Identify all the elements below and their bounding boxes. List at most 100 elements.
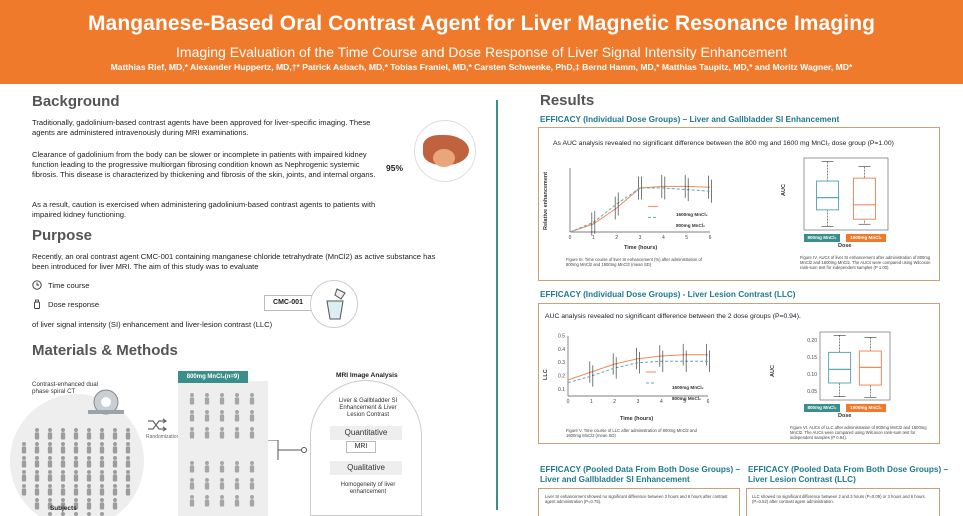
stomach-icon: [433, 149, 455, 167]
subject-person-0-head: [35, 428, 39, 432]
plot-frame: [819, 331, 891, 401]
subject-person-12-head: [74, 442, 78, 446]
subject-person-40-body: [86, 488, 92, 496]
x-tick-1: 1: [592, 235, 595, 241]
subjects-label: Subjects: [50, 505, 77, 512]
subject-person-52-head: [61, 512, 65, 516]
subject-person-18-body: [34, 460, 40, 468]
group-person-13-head: [235, 427, 239, 431]
eff3-panel: [538, 488, 740, 516]
poster-authors: Matthias Rief, MD,* Alexander Huppertz, …: [110, 62, 853, 72]
subject-person-45-body: [47, 502, 53, 510]
subject-person-48-body: [86, 502, 92, 510]
y-tick-1: 0.10: [807, 372, 817, 378]
subject-person-13-head: [87, 442, 91, 446]
group-person-7-body: [219, 414, 225, 422]
subject-person-45-head: [48, 498, 52, 502]
subject-person-42-body: [112, 488, 118, 496]
y-tick-0: 0.1: [558, 387, 565, 393]
subject-person-49-head: [100, 498, 104, 502]
group-person-10-head: [190, 427, 194, 431]
eff1-caption-left: Figure III. Time course of liver SI enha…: [566, 257, 702, 267]
group-person-24-body: [249, 482, 255, 490]
subject-person-37-head: [48, 484, 52, 488]
subject-person-3-body: [73, 432, 79, 440]
subject-person-28-head: [48, 470, 52, 474]
x-tick-2: 2: [613, 399, 616, 405]
purpose-item-time-label: Time course: [48, 280, 90, 290]
plot-frame: [803, 157, 889, 231]
group-person-0-head: [190, 393, 194, 397]
mri-label: MRI: [346, 441, 376, 453]
group-person-8-head: [235, 410, 239, 414]
subject-person-26-body: [21, 474, 27, 482]
group-person-9-body: [249, 414, 255, 422]
subject-person-10-head: [48, 442, 52, 446]
subject-person-13-body: [86, 446, 92, 454]
subject-person-17-head: [22, 456, 26, 460]
subject-person-3-head: [74, 428, 78, 432]
purpose-item-time: Time course: [32, 280, 90, 290]
series-0-line: [569, 185, 711, 233]
qualitative-label: Qualitative: [330, 461, 402, 475]
subject-person-29-body: [60, 474, 66, 482]
subject-person-10-body: [47, 446, 53, 454]
mri-sub: Liver & Gallbladder SI Enhancement & Liv…: [338, 398, 398, 418]
liver-illustration: [414, 120, 476, 182]
box-0-body: [816, 180, 840, 211]
mri-title: MRI Image Analysis: [336, 372, 398, 379]
drink-illustration: [310, 280, 358, 328]
clock-icon: [32, 280, 42, 290]
y-tick-3: 0.20: [807, 338, 817, 344]
subject-person-19-body: [47, 460, 53, 468]
subject-person-4-head: [87, 428, 91, 432]
group-person-13-body: [234, 431, 240, 439]
group-person-15-body: [189, 465, 195, 473]
group-person-6-body: [204, 414, 210, 422]
group-person-18-head: [235, 461, 239, 465]
homogeneity-label: Homogeneity of liver enhancement: [340, 482, 396, 495]
subject-person-38-body: [60, 488, 66, 496]
x-tick-6: 6: [707, 399, 710, 405]
x-tick-6: 6: [709, 235, 712, 241]
subject-person-7-head: [126, 428, 130, 432]
subject-person-33-body: [112, 474, 118, 482]
ct-label: Contrast-enhanced dual phase spiral CT: [32, 381, 99, 395]
group-person-28-head: [235, 495, 239, 499]
chart-llc-auc: 0.05 0.10 0.15 0.20: [807, 331, 891, 401]
group-person-22-body: [219, 482, 225, 490]
chart3-ylabel: LLC: [543, 369, 549, 380]
eff1-text: As AUC analysis revealed no significant …: [553, 140, 894, 147]
subject-person-39-head: [74, 484, 78, 488]
subject-person-42-head: [113, 484, 117, 488]
poster-header: Manganese-Based Oral Contrast Agent for …: [0, 0, 963, 84]
eff2-heading: EFFICACY (Individual Dose Groups) - Live…: [540, 290, 796, 299]
subject-person-2-body: [60, 432, 66, 440]
subject-person-5-head: [100, 428, 104, 432]
y-tick-3: 0.4: [558, 347, 565, 353]
box-1-body: [852, 177, 876, 220]
subject-person-23-body: [99, 460, 105, 468]
eff3-text: Liver SI enhancement showed no significa…: [545, 494, 728, 504]
subject-person-11-head: [61, 442, 65, 446]
chart-llc-time: 0 1 2 3 4 5 6 0.1 0.2 0.3 0.4 0.5: [558, 334, 710, 405]
ct-scanner-icon: [88, 388, 124, 418]
group-person-18-body: [234, 465, 240, 473]
subject-person-15-head: [113, 442, 117, 446]
chart1-ylabel: Relative enhancement: [543, 171, 549, 230]
group-person-7-head: [220, 410, 224, 414]
group-person-14-head: [250, 427, 254, 431]
randomization-label: Randomization: [146, 434, 180, 440]
subject-person-38-head: [61, 484, 65, 488]
subject-person-6-head: [113, 428, 117, 432]
subject-person-14-head: [100, 442, 104, 446]
subject-person-8-head: [22, 442, 26, 446]
y-tick-0: 0.05: [807, 389, 817, 395]
group-box: [178, 381, 268, 516]
group-person-15-head: [190, 461, 194, 465]
subject-person-41-body: [99, 488, 105, 496]
subject-person-43-head: [126, 484, 130, 488]
group-person-8-body: [234, 414, 240, 422]
subject-person-44-head: [35, 498, 39, 502]
subject-person-21-body: [73, 460, 79, 468]
